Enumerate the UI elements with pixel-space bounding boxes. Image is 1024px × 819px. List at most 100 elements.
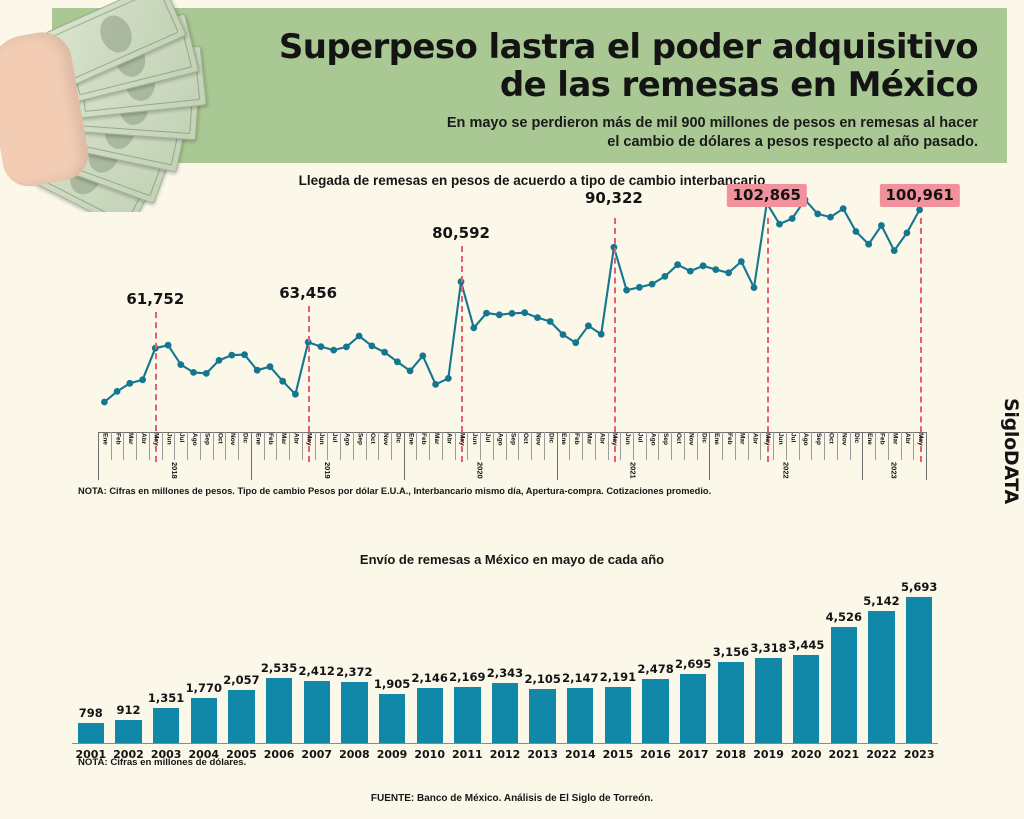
bar-column[interactable]: 2,057 [223,575,260,743]
axis-tick [696,432,698,460]
bar-year-label: 2009 [376,748,408,761]
bar-column[interactable]: 2,695 [675,575,711,743]
annotation-guide-line [155,312,158,462]
month-tick-label: Mar [279,433,287,445]
line-data-point [546,318,554,325]
bar[interactable] [905,597,933,743]
annotation-guide-line [461,245,464,462]
axis-tick [722,432,724,460]
bar-year-label: 2004 [188,748,220,761]
bar-column[interactable]: 5,693 [901,575,937,743]
bar-column[interactable]: 2,478 [637,575,674,743]
bar[interactable] [755,657,782,743]
bar-column[interactable]: 2,169 [449,575,486,743]
bar[interactable] [717,662,745,743]
month-tick-label: Jun [776,433,784,445]
annotation-guide-line [766,218,769,462]
line-data-point [852,228,860,235]
bar-column[interactable]: 3,156 [713,575,749,743]
year-axis-label: 2020 [475,462,485,479]
bar-column[interactable]: 2,343 [487,575,523,743]
bar-column[interactable]: 5,142 [863,575,900,743]
bar-year-label: 2005 [226,748,257,761]
axis-tick [148,432,150,460]
bar[interactable] [868,611,895,743]
month-tick-label: Jun [165,433,173,445]
bar-column[interactable]: 2,147 [562,575,598,743]
bar[interactable] [491,682,519,743]
line-data-point [597,330,605,338]
month-tick-label: Oct [216,433,224,444]
line-chart-annotation: 61,752 [126,290,185,309]
bar[interactable] [115,719,142,743]
bar[interactable] [190,697,217,743]
line-chart-note: NOTA: Cifras en millones de pesos. Tipo … [78,486,712,496]
axis-tick [161,432,163,460]
bar[interactable] [303,681,330,743]
bar-column[interactable]: 2,535 [261,575,297,743]
header-text-block: Superpeso lastra el poder adquisitivo de… [180,14,992,152]
bar[interactable] [265,678,293,743]
month-tick-label: Feb [420,433,428,445]
bar-column[interactable]: 2,191 [600,575,636,743]
line-data-point [623,286,630,294]
bar-column[interactable]: 1,905 [374,575,410,743]
bar-year-label: 2018 [715,748,747,761]
month-tick-label: Abr [445,433,453,445]
bar-year-label: 2012 [489,748,521,761]
line-chart-annotation: 63,456 [279,284,338,303]
month-tick-label: Mar [432,433,440,445]
bar-column[interactable]: 3,445 [788,575,824,743]
bar[interactable] [152,708,180,743]
axis-tick [671,432,673,460]
bar-column[interactable]: 2,105 [524,575,561,743]
axis-tick [403,432,405,480]
line-data-point [139,376,146,384]
bar[interactable] [228,690,255,743]
month-tick-label: Mar [738,433,746,445]
bar[interactable] [642,679,669,743]
bar-column[interactable]: 2,146 [411,575,448,743]
axis-tick [875,432,877,460]
line-data-point [330,346,338,354]
axis-tick [658,432,660,460]
bar[interactable] [680,673,707,743]
bar[interactable] [378,694,406,743]
bar-year-label: 2008 [339,748,370,761]
bar[interactable] [341,682,368,743]
bar[interactable] [529,689,556,743]
bar-column[interactable]: 4,526 [826,575,862,743]
month-tick-label: Nov [229,433,236,446]
bar[interactable] [416,687,443,743]
month-tick-label: Abr [598,433,606,445]
bar[interactable] [77,722,104,743]
line-data-point [750,284,758,291]
line-data-point [585,322,592,330]
line-data-point [495,311,503,319]
line-data-point [483,309,490,317]
line-data-point [368,342,376,350]
bar[interactable] [567,687,594,743]
month-tick-label: Ene [560,433,568,445]
bar[interactable] [604,686,632,743]
month-tick-label: Abr [751,433,759,445]
bar-column[interactable]: 2,412 [299,575,335,743]
bar-year-label: 2007 [301,748,333,761]
month-tick-label: Mar [127,433,135,445]
axis-tick [289,432,291,460]
line-data-point [661,273,669,280]
bar-column[interactable]: 912 [115,575,142,743]
bar[interactable] [830,626,858,743]
bar-value-label: 2,695 [675,656,712,671]
bar-column[interactable]: 1,770 [186,575,222,743]
line-data-point [406,367,414,375]
bar[interactable] [793,654,820,743]
line-data-point [177,361,185,368]
bar[interactable] [454,687,481,743]
bar-column[interactable]: 3,318 [750,575,787,743]
line-data-point [916,206,923,214]
line-chart-annotation: 90,322 [584,189,643,208]
bar-column[interactable]: 798 [77,575,104,743]
bar-column[interactable]: 1,351 [148,575,184,743]
bar-column[interactable]: 2,372 [336,575,373,743]
